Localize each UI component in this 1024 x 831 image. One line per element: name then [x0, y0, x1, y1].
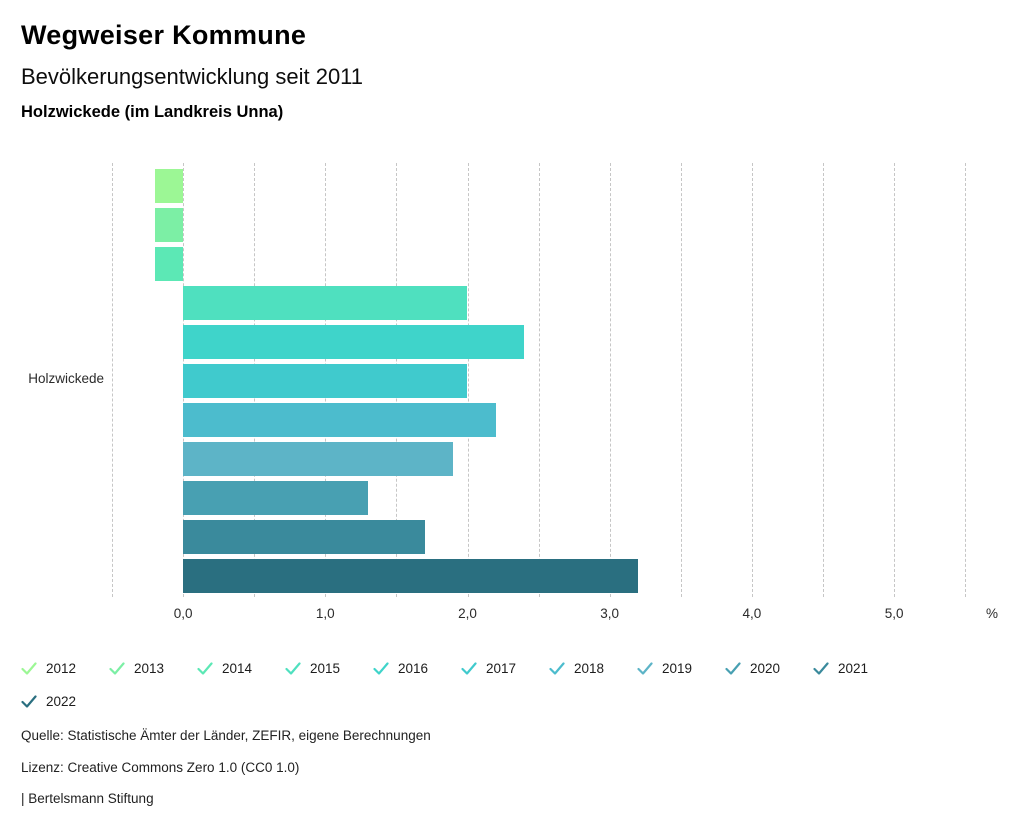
- check-icon: [725, 662, 741, 675]
- bar-2020[interactable]: [183, 481, 368, 515]
- bar-2016[interactable]: [183, 325, 525, 359]
- legend-item-label: 2017: [486, 661, 517, 676]
- check-icon: [285, 662, 301, 675]
- footer-attribution: | Bertelsmann Stiftung: [21, 791, 154, 806]
- page-title: Wegweiser Kommune: [21, 20, 307, 50]
- plot-area: 0,0 1,0 2,0 3,0 4,0 5,0%: [112, 163, 998, 621]
- gridline: [112, 163, 113, 597]
- legend: 2012 2013 2014 2015 2016 2017 2018 2019 2020 2021…: [21, 652, 901, 718]
- x-tick-1: 1,0: [315, 606, 335, 621]
- legend-item-2015[interactable]: 2015: [285, 661, 373, 676]
- bar-2012[interactable]: [154, 169, 184, 203]
- x-tick-0: 0,0: [173, 606, 193, 621]
- legend-item-2018[interactable]: 2018: [549, 661, 637, 676]
- check-icon: [813, 662, 829, 675]
- legend-item-label: 2016: [398, 661, 429, 676]
- check-icon: [549, 662, 565, 675]
- x-axis-unit-label: %: [985, 606, 999, 621]
- legend-item-label: 2022: [46, 694, 77, 709]
- x-tick-2: 2,0: [458, 606, 477, 621]
- legend-item-label: 2018: [574, 661, 605, 676]
- gridline: [538, 163, 540, 597]
- chart-subtitle: Bevölkerungsentwicklung seit 2011: [21, 64, 364, 89]
- legend-item-label: 2013: [134, 661, 165, 676]
- legend-item-2012[interactable]: 2012: [21, 661, 109, 676]
- check-icon: [21, 695, 37, 708]
- check-icon: [461, 662, 477, 675]
- gridline: [680, 163, 682, 597]
- legend-item-2013[interactable]: 2013: [109, 661, 197, 676]
- legend-item-2016[interactable]: 2016: [373, 661, 461, 676]
- check-icon: [197, 662, 213, 675]
- bar-2018[interactable]: [183, 403, 496, 437]
- gridline: [823, 163, 824, 597]
- legend-item-label: 2019: [662, 661, 693, 676]
- legend-item-label: 2021: [838, 661, 869, 676]
- x-tick-3: 3,0: [600, 606, 620, 621]
- check-icon: [637, 662, 653, 675]
- legend-item-2021[interactable]: 2021: [813, 661, 901, 676]
- x-tick-5: 5,0: [884, 606, 904, 621]
- bar-2022[interactable]: [183, 559, 639, 593]
- legend-row: 2012 2013 2014 2015 2016 2017 2018 2019 2020 2021: [21, 652, 901, 685]
- check-icon: [109, 662, 125, 675]
- legend-item-label: 2020: [750, 661, 781, 676]
- bar-2013[interactable]: [154, 208, 184, 242]
- legend-row: 2022: [21, 685, 901, 718]
- legend-item-2022[interactable]: 2022: [21, 694, 109, 709]
- bar-2019[interactable]: [183, 442, 454, 476]
- region-subtitle: Holzwickede (im Landkreis Unna): [21, 103, 284, 121]
- bar-2017[interactable]: [183, 364, 468, 398]
- bar-2021[interactable]: [183, 520, 425, 554]
- gridline: [894, 163, 896, 597]
- legend-item-2014[interactable]: 2014: [197, 661, 285, 676]
- check-icon: [21, 662, 37, 675]
- legend-item-label: 2014: [222, 661, 253, 676]
- x-tick-4: 4,0: [742, 606, 762, 621]
- gridline: [609, 163, 611, 597]
- legend-item-2019[interactable]: 2019: [637, 661, 725, 676]
- bar-2014[interactable]: [154, 247, 184, 281]
- legend-item-2017[interactable]: 2017: [461, 661, 549, 676]
- y-category-label: Holzwickede: [28, 371, 104, 386]
- footer-source: Quelle: Statistische Ämter der Länder, Z…: [21, 728, 431, 743]
- legend-item-label: 2012: [46, 661, 77, 676]
- gridline: [751, 163, 753, 597]
- bar-2015[interactable]: [183, 286, 468, 320]
- gridline: [467, 163, 469, 597]
- gridline: [965, 163, 967, 597]
- check-icon: [373, 662, 389, 675]
- footer-license: Lizenz: Creative Commons Zero 1.0 (CC0 1…: [21, 760, 300, 775]
- legend-item-label: 2015: [310, 661, 341, 676]
- legend-item-2020[interactable]: 2020: [725, 661, 813, 676]
